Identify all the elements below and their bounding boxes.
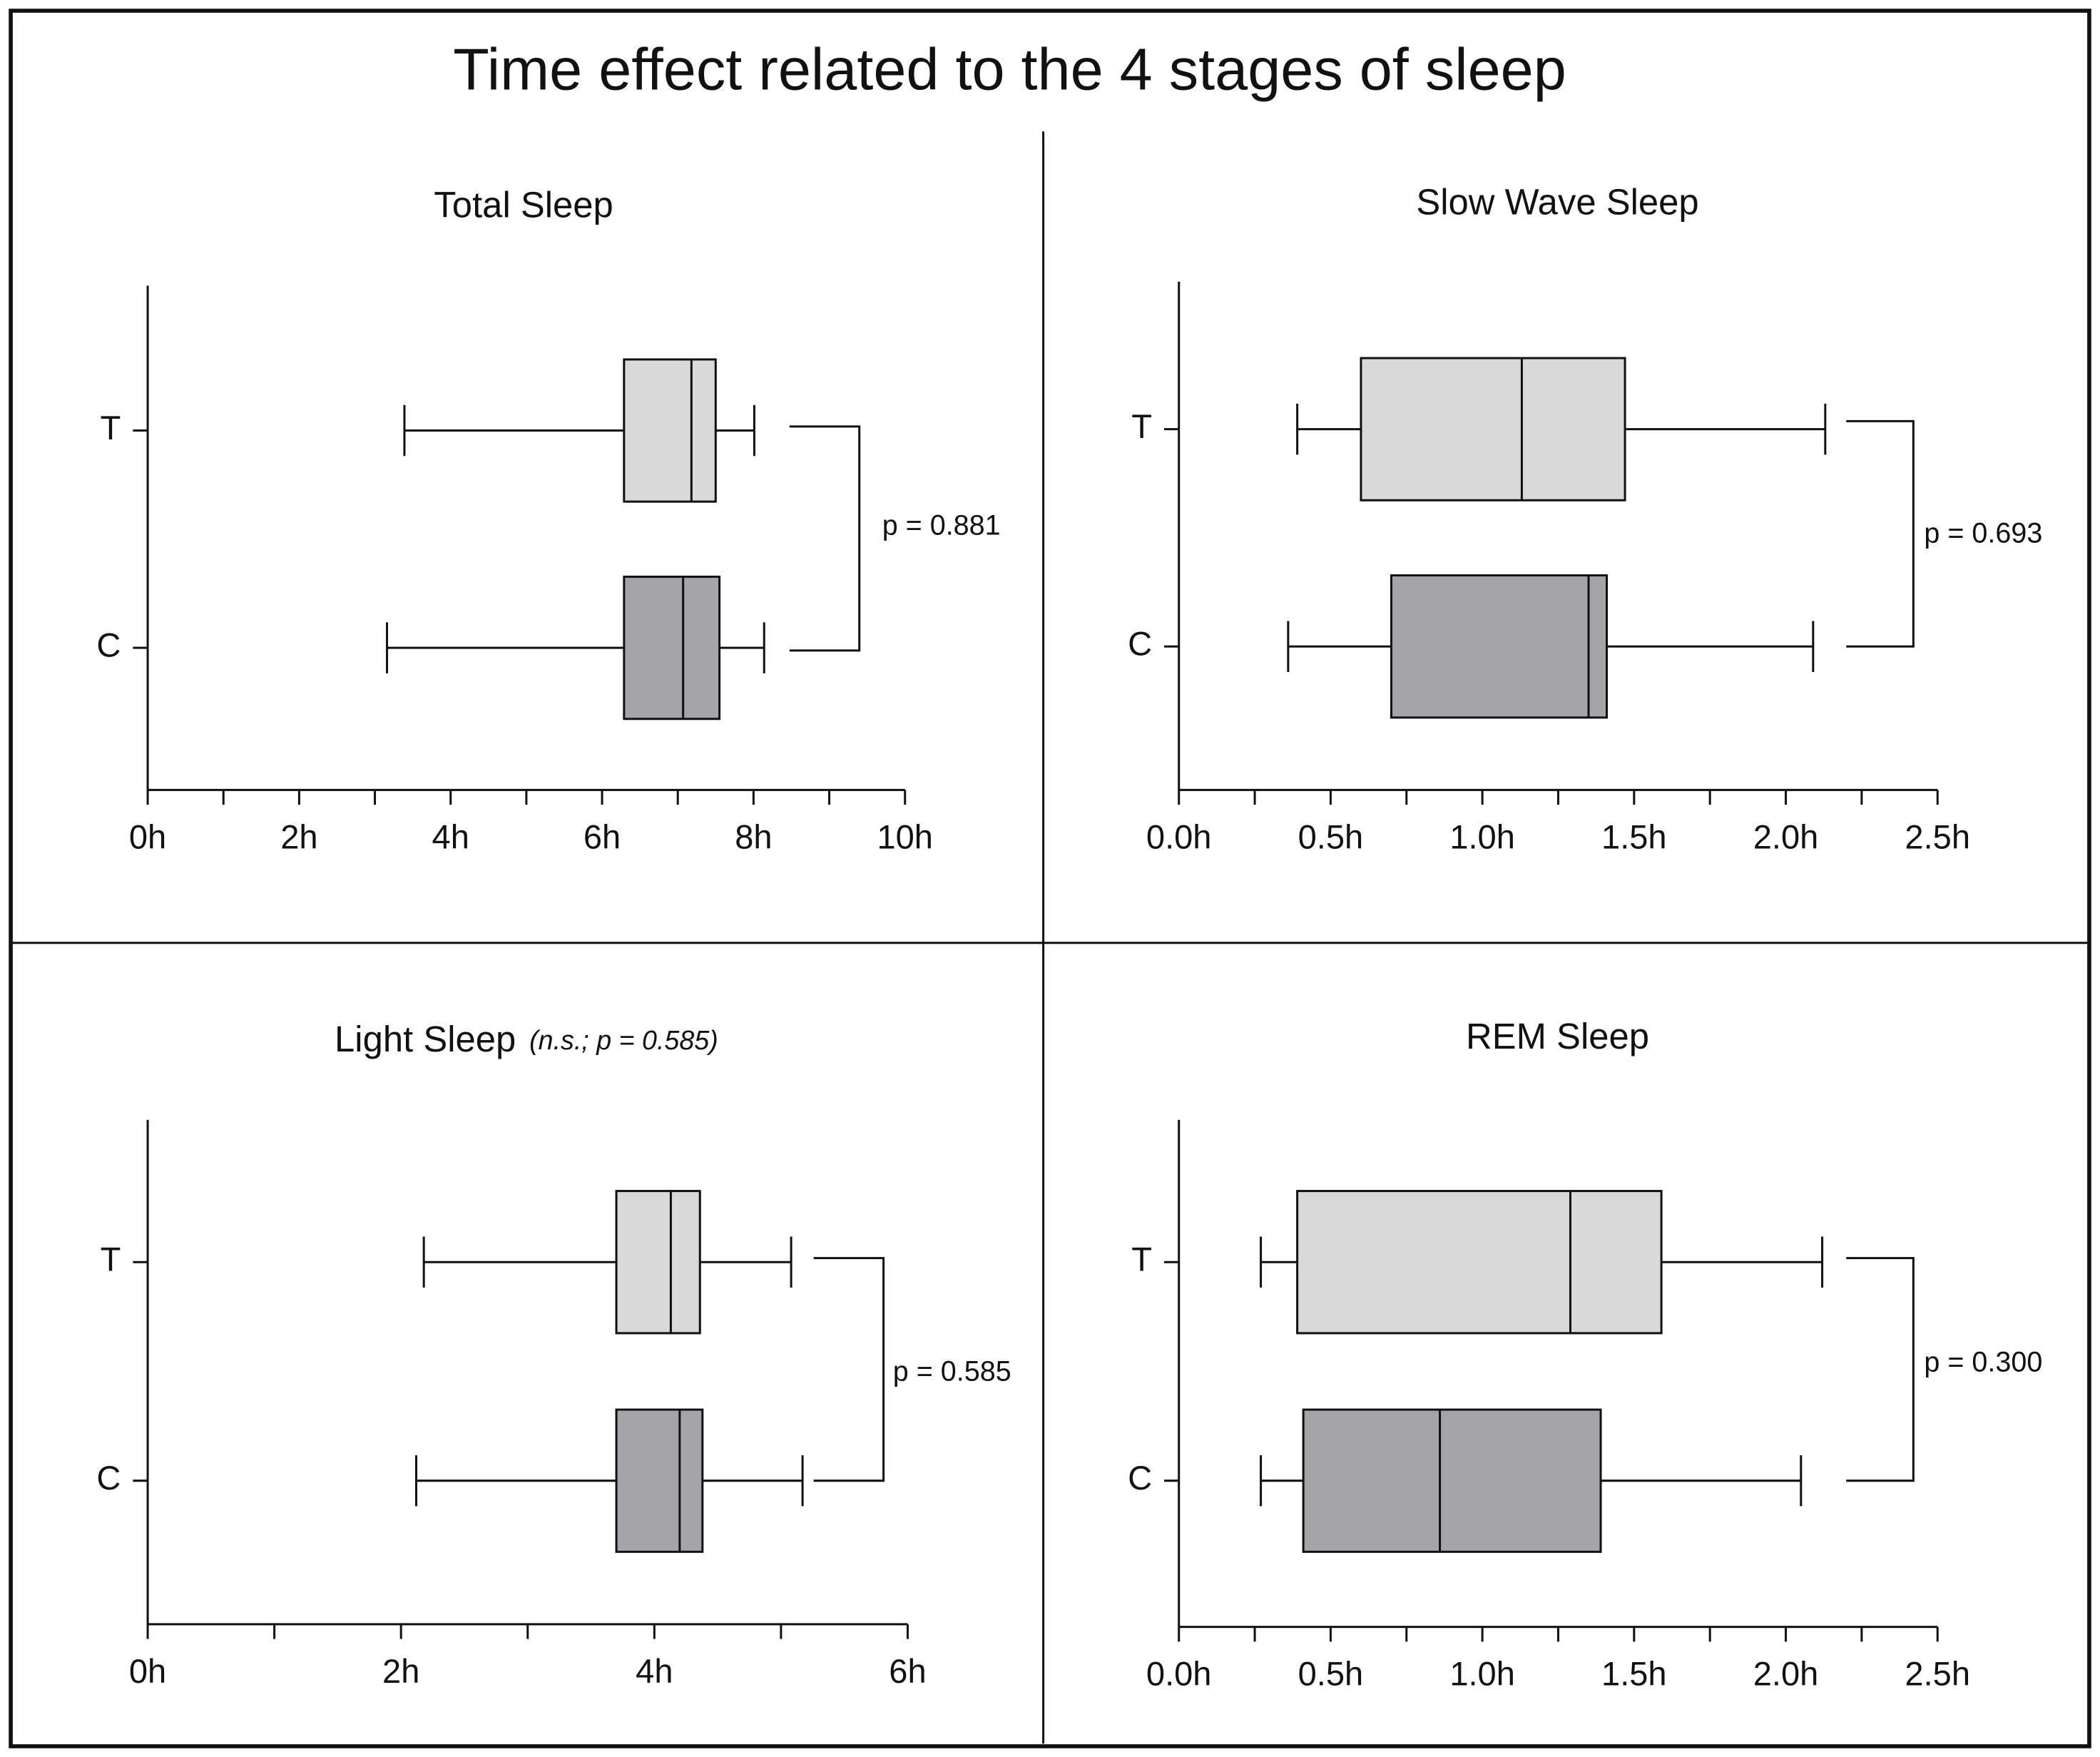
y-tick-label: C (96, 626, 121, 664)
x-tick-label: 0.0h (1146, 1655, 1212, 1693)
annotation: p = 0.881 (882, 509, 1001, 541)
y-tick-label: T (101, 1241, 121, 1278)
significance-bracket (1846, 419, 1915, 648)
x-tick-label: 0.5h (1298, 818, 1364, 855)
box (615, 1190, 701, 1335)
panel-title: REM Sleep (1466, 1017, 1649, 1057)
annotation: p = 0.585 (893, 1356, 1011, 1387)
y-tick-label: C (1128, 1459, 1152, 1497)
y-tick-label: T (1131, 407, 1152, 445)
y-tick-label: C (1128, 625, 1152, 663)
x-tick-label: 2.0h (1753, 1655, 1819, 1693)
x-tick-label: 2.5h (1905, 818, 1970, 855)
y-tick-label: T (1131, 1241, 1152, 1278)
box (615, 1408, 704, 1553)
y-tick-label: T (101, 409, 121, 447)
panel-title-text: Light Sleep (335, 1019, 516, 1059)
panel-title: Light Sleep (n.s.; p = 0.585) (335, 1019, 718, 1059)
x-tick-label: 1.5h (1601, 818, 1667, 855)
annotation: p = 0.300 (1924, 1347, 2042, 1378)
x-tick-label: 4h (432, 818, 469, 855)
x-tick-label: 10h (877, 818, 932, 855)
x-tick-label: 0.5h (1298, 1655, 1364, 1693)
x-tick-label: 0h (129, 1652, 166, 1690)
significance-bracket (789, 425, 861, 652)
x-tick-label: 6h (889, 1652, 926, 1690)
box (1360, 357, 1626, 501)
panel-title-text: Total Sleep (434, 185, 613, 225)
x-tick-label: 6h (583, 818, 621, 855)
x-tick-label: 4h (636, 1652, 673, 1690)
x-tick-label: 1.0h (1449, 1655, 1515, 1693)
panel-title-text: REM Sleep (1466, 1017, 1649, 1057)
x-tick-label: 2h (382, 1652, 419, 1690)
box (1302, 1408, 1602, 1553)
x-tick-label: 2.5h (1905, 1655, 1970, 1693)
figure-title: Time effect related to the 4 stages of s… (453, 36, 1566, 102)
panel-title: Slow Wave Sleep (1416, 182, 1698, 223)
significance-bracket (1846, 1257, 1915, 1482)
x-tick-label: 2h (280, 818, 317, 855)
x-tick-label: 1.5h (1601, 1655, 1667, 1693)
x-tick-label: 1.0h (1449, 818, 1515, 855)
annotation: p = 0.693 (1924, 518, 2042, 549)
box (623, 575, 721, 720)
y-tick-label: C (96, 1459, 121, 1497)
x-tick-label: 2.0h (1753, 818, 1819, 855)
box (1390, 574, 1609, 719)
panel-subtitle: (n.s.; p = 0.585) (529, 1025, 718, 1055)
significance-bracket (813, 1257, 885, 1482)
x-tick-label: 0h (129, 818, 166, 855)
panel-title: Total Sleep (434, 185, 613, 225)
frame (9, 9, 2091, 1748)
x-tick-label: 8h (735, 818, 772, 855)
box (1296, 1190, 1663, 1335)
box (623, 358, 717, 503)
x-tick-label: 0.0h (1146, 818, 1212, 855)
panel-title-text: Slow Wave Sleep (1416, 182, 1698, 223)
